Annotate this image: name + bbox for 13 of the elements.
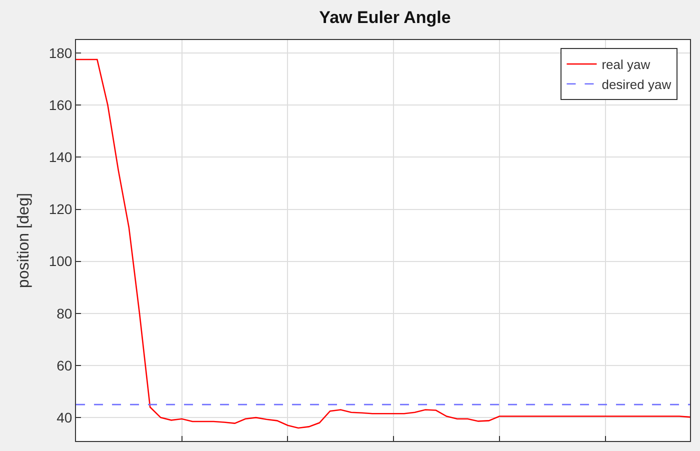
y-tick-label: 180 [48,44,72,61]
y-tick-label: 40 [56,409,72,426]
y-tick-label: 60 [56,357,72,374]
legend-label: desired yaw [602,76,672,92]
legend-label: real yaw [602,57,651,72]
line-series [76,58,690,429]
y-tick-label: 120 [48,201,72,218]
y-tick-label: 160 [48,97,72,113]
y-axis-title: position [deg] [16,192,33,288]
y-tick-label: 140 [48,149,72,166]
chart-title: Yaw Euler Angle [319,8,451,28]
y-tick-label: 100 [48,253,72,270]
y-tick-label: 80 [56,305,72,322]
